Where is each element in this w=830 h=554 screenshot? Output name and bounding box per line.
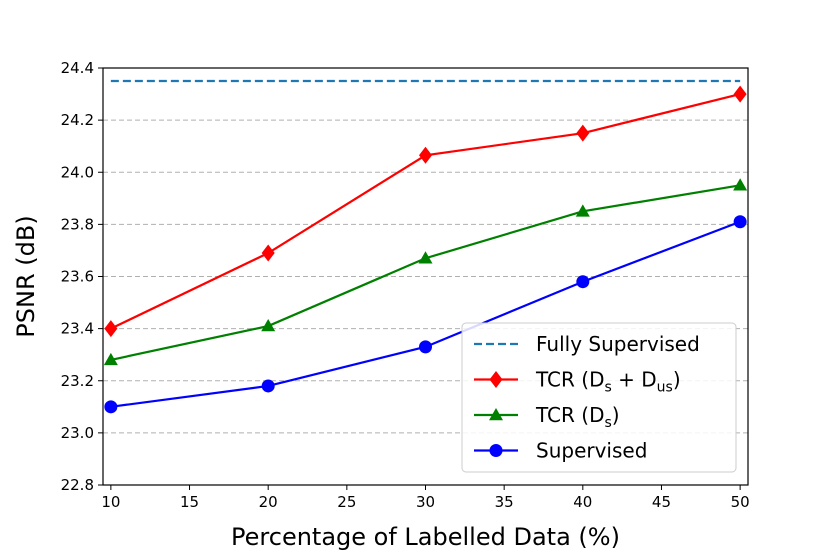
- data-point: [575, 204, 590, 217]
- y-tick-label: 23.2: [61, 372, 94, 390]
- y-tick-label: 24.4: [61, 59, 94, 77]
- legend-entry: TCR (Ds): [474, 403, 620, 431]
- axis-ticks: 22.8 23.0 23.2 23.4 23.6 23.8 24.0 24.2 24.4 10 15…: [61, 59, 750, 511]
- legend-entry: TCR (Ds + Dus): [474, 368, 681, 396]
- x-axis-label: Percentage of Labelled Data (%): [231, 523, 620, 551]
- series-tcr-ds-dus: [104, 85, 747, 338]
- legend-label: TCR (Ds + Dus): [535, 368, 681, 396]
- grid-lines: [103, 119, 748, 434]
- y-tick-label: 23.6: [61, 268, 94, 286]
- x-tick-label: 45: [652, 493, 671, 511]
- data-point: [261, 244, 275, 262]
- data-point: [733, 178, 748, 191]
- y-tick-label: 23.8: [61, 215, 94, 233]
- legend-box: [461, 322, 737, 473]
- x-tick-label: 20: [259, 493, 278, 511]
- legend-entry: Supervised: [474, 439, 647, 463]
- data-point: [103, 352, 118, 366]
- data-point: [418, 251, 433, 264]
- legend-entry: Fully Supervised: [474, 332, 700, 356]
- legend-label: Supervised: [536, 439, 647, 463]
- legend: Fully Supervised TCR (Ds + Dus) TCR (Ds) Su…: [461, 322, 737, 473]
- x-tick-label: 10: [101, 493, 120, 511]
- x-tick-label: 15: [180, 493, 199, 511]
- data-point: [419, 340, 432, 354]
- y-tick-label: 23.0: [61, 424, 94, 442]
- y-tick-label: 23.4: [61, 320, 94, 338]
- x-tick-label: 50: [731, 493, 750, 511]
- y-axis-label: PSNR (dB): [12, 215, 40, 337]
- x-tick-label: 30: [416, 493, 435, 511]
- x-tick-label: 40: [573, 493, 592, 511]
- data-point: [576, 124, 590, 142]
- legend-marker: [489, 408, 503, 421]
- x-tick-label: 25: [337, 493, 356, 511]
- plot-series: [103, 79, 748, 414]
- series-line: [110, 92, 741, 330]
- y-tick-label: 22.8: [61, 476, 94, 494]
- data-point: [104, 400, 118, 414]
- data-point: [261, 379, 275, 393]
- data-point: [733, 215, 747, 229]
- series-supervised: [104, 215, 747, 414]
- data-point: [576, 275, 590, 289]
- legend-marker: [489, 371, 503, 388]
- legend-label: TCR (Ds): [535, 403, 620, 431]
- data-point: [104, 320, 118, 338]
- series-tcr-ds: [103, 178, 748, 366]
- legend-marker: [489, 444, 503, 457]
- data-point: [733, 85, 747, 103]
- data-point: [419, 146, 432, 164]
- data-point: [261, 319, 276, 332]
- legend-label: Fully Supervised: [536, 332, 700, 356]
- x-tick-label: 35: [495, 493, 514, 511]
- y-tick-label: 24.0: [61, 163, 94, 181]
- y-tick-label: 24.2: [61, 111, 94, 129]
